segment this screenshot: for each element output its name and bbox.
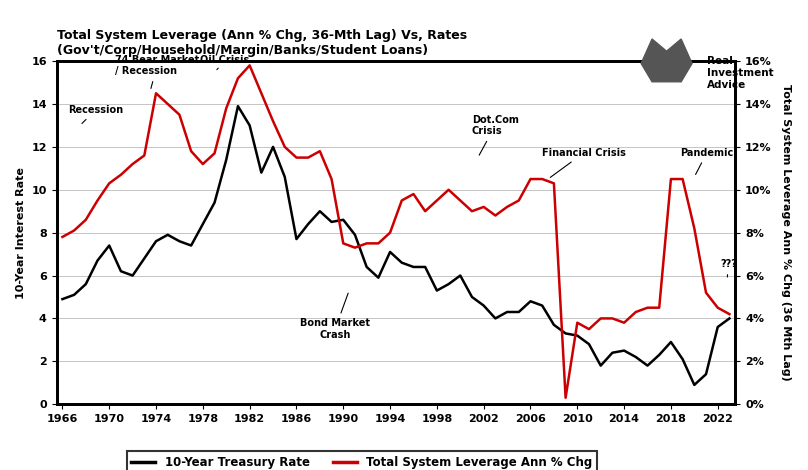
Text: 74 Bear Market
/ Recession: 74 Bear Market / Recession [115, 55, 200, 88]
Legend: 10-Year Treasury Rate, Total System Leverage Ann % Chg: 10-Year Treasury Rate, Total System Leve… [127, 451, 597, 470]
Text: Dot.Com
Crisis: Dot.Com Crisis [472, 115, 519, 155]
Text: Recession: Recession [68, 105, 124, 124]
Text: Real
Investment
Advice: Real Investment Advice [707, 56, 773, 90]
Polygon shape [642, 39, 692, 82]
Y-axis label: Total System Leverage Ann % Chg (36 Mth Lag): Total System Leverage Ann % Chg (36 Mth … [781, 84, 791, 381]
Text: Financial Crisis: Financial Crisis [542, 148, 626, 177]
Text: Pandemic: Pandemic [680, 148, 734, 174]
Text: Bond Market
Crash: Bond Market Crash [300, 293, 370, 340]
Text: Oil Crisis: Oil Crisis [200, 55, 250, 70]
Text: Total System Leverage (Ann % Chg, 36-Mth Lag) Vs, Rates
(Gov't/Corp/Household/Ma: Total System Leverage (Ann % Chg, 36-Mth… [57, 29, 467, 57]
Y-axis label: 10-Year Interest Rate: 10-Year Interest Rate [15, 167, 26, 298]
Text: ???: ??? [720, 259, 737, 277]
